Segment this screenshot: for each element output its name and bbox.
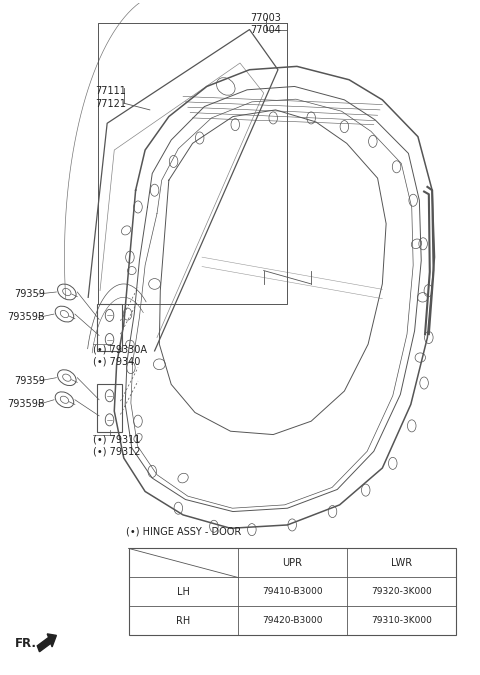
Text: 79359: 79359 bbox=[14, 376, 46, 386]
Bar bbox=[129, 548, 456, 635]
Text: (•) 79311
(•) 79312: (•) 79311 (•) 79312 bbox=[93, 435, 141, 457]
Text: 79310-3K000: 79310-3K000 bbox=[371, 616, 432, 626]
Text: 79410-B3000: 79410-B3000 bbox=[262, 587, 323, 597]
Text: FR.: FR. bbox=[14, 637, 36, 650]
Text: 79320-3K000: 79320-3K000 bbox=[371, 587, 432, 597]
Text: 77111
77121: 77111 77121 bbox=[96, 86, 126, 109]
Text: 79359B: 79359B bbox=[8, 400, 45, 410]
Text: UPR: UPR bbox=[282, 558, 302, 568]
Text: (•) 79330A
(•) 79340: (•) 79330A (•) 79340 bbox=[93, 344, 147, 367]
Text: LWR: LWR bbox=[391, 558, 412, 568]
FancyArrow shape bbox=[37, 634, 56, 652]
Text: 79359: 79359 bbox=[14, 289, 46, 299]
Text: RH: RH bbox=[176, 616, 190, 626]
Text: 79420-B3000: 79420-B3000 bbox=[262, 616, 323, 626]
Text: 79359B: 79359B bbox=[8, 313, 45, 323]
Text: LH: LH bbox=[177, 587, 190, 597]
Text: 77003
77004: 77003 77004 bbox=[251, 13, 282, 35]
Text: (•) HINGE ASSY - DOOR: (•) HINGE ASSY - DOOR bbox=[126, 526, 241, 537]
